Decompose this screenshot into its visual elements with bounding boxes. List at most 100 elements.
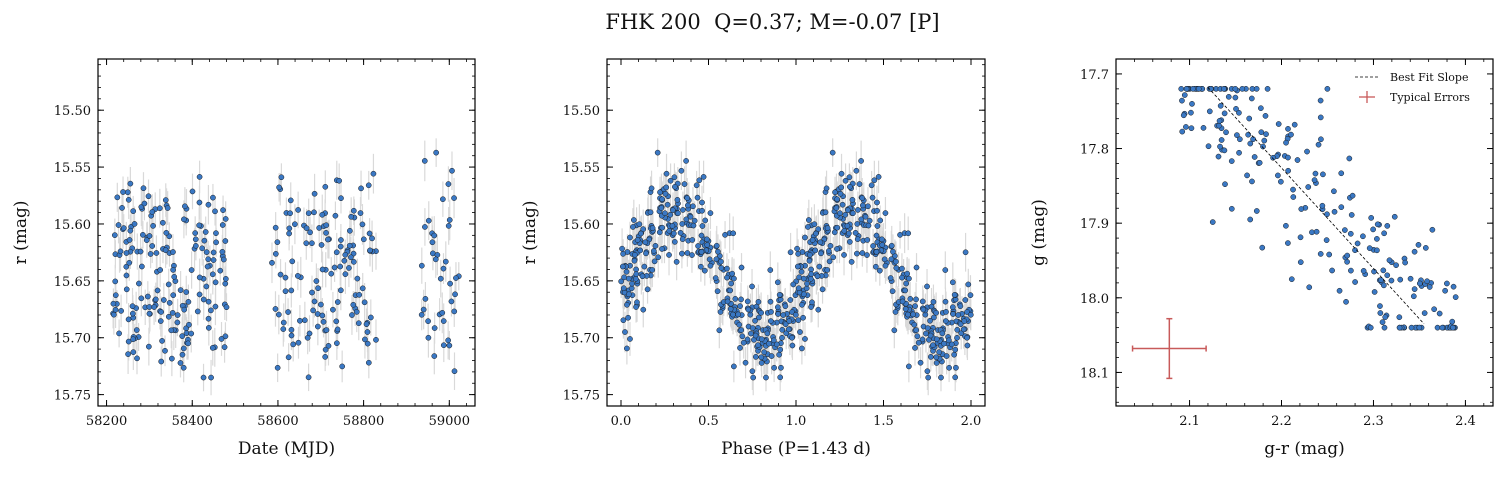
panel2-data-point	[927, 354, 934, 360]
panel2-data-point	[654, 149, 661, 156]
panel1-data-point	[160, 219, 166, 226]
panel1-data-point	[117, 248, 124, 255]
panel1-data-point	[350, 301, 357, 308]
panel1-data-point	[433, 149, 440, 156]
panel2-data-point	[651, 248, 657, 254]
panel2-data-point	[838, 170, 845, 177]
panel1-data-point	[451, 195, 457, 201]
panel1-data-point	[323, 230, 329, 236]
panel2-data-point	[700, 174, 707, 180]
panel2-data-point	[738, 296, 744, 303]
panel2-data-point	[740, 339, 747, 346]
panel1-data-point	[133, 327, 140, 333]
panel2-data-point	[866, 217, 873, 224]
panel2-data-point	[764, 330, 771, 337]
panel3-data-point	[1249, 178, 1255, 185]
panel1-data-point	[217, 267, 224, 274]
panel2-data-point	[859, 195, 866, 201]
panel3-data-point	[1246, 115, 1253, 122]
panel1-data-point	[220, 207, 226, 213]
panel2-axes: 0.0 0.5 1.0 1.5 2.0 15.50 15.55 15.60 15.65 15.70…	[520, 58, 986, 459]
panel1-data-point	[185, 299, 192, 305]
panel2-data-point	[962, 249, 969, 256]
panel3-data-point	[1260, 143, 1266, 150]
panel2-data-point	[628, 285, 635, 292]
panel1-data-point	[149, 209, 156, 215]
panel1-y-tick-label: 15.60	[54, 218, 91, 233]
panel3-data-point	[1393, 262, 1399, 269]
panel2-data-point	[849, 196, 856, 203]
panel3-legend-entry: Best Fit Slope	[1390, 71, 1468, 84]
panel2-data-point	[679, 221, 686, 227]
panel1-data-point	[120, 225, 127, 231]
panel3-data-point	[1297, 234, 1304, 241]
panel2-data-point	[905, 230, 912, 237]
panel2-data-point	[774, 304, 781, 311]
panel1-data-point	[164, 205, 171, 211]
panel2-data-point	[830, 254, 837, 261]
panel1-data-point	[149, 243, 156, 249]
panel2-data-point	[902, 306, 909, 312]
panel1-data-point	[295, 339, 302, 346]
panel3-data-point	[1217, 102, 1224, 109]
panel1-data-point	[425, 217, 432, 224]
panel1-data-point	[310, 307, 316, 314]
panel1-data-point	[129, 303, 136, 310]
panel2-data-point	[877, 217, 884, 224]
panel1-data-point	[162, 347, 168, 354]
panel2-data-point	[632, 276, 639, 282]
panel3-data-point	[1304, 148, 1310, 155]
panel2-data-point	[919, 298, 926, 305]
panel2-data-point	[942, 267, 949, 273]
panel2-data-point	[834, 224, 841, 231]
panel1-data-point	[169, 355, 175, 362]
panel1-data-point	[205, 325, 212, 331]
panel3-data-point	[1421, 310, 1428, 316]
panel1-data-point	[205, 315, 212, 322]
panel2-data-point	[678, 167, 685, 174]
panel2-data-point	[854, 250, 860, 257]
panel1-data-point	[333, 318, 340, 325]
panel2-data-point	[761, 349, 768, 355]
panel2-data-point	[951, 351, 958, 358]
panel3-data-point	[1347, 230, 1354, 237]
panel2-data-point	[899, 274, 905, 281]
panel2-data-point	[914, 333, 921, 340]
panel1-data-point	[334, 299, 341, 305]
panel3-data-point	[1449, 318, 1456, 325]
panel1-data-point	[208, 307, 214, 314]
panel1-data-point	[290, 341, 297, 348]
panel2-data-point	[799, 301, 805, 308]
panel1-data-point	[201, 237, 208, 244]
panel2-data-point	[925, 374, 932, 381]
panel3-data-point	[1247, 216, 1254, 223]
panel1-data-point	[356, 291, 363, 298]
panel2-data-point	[662, 210, 668, 217]
panel2-data-point	[875, 174, 882, 180]
panel1-data-point	[319, 312, 326, 319]
panel2-data-point	[902, 287, 909, 294]
panel3-data-point	[1189, 101, 1195, 107]
panel3-data-point	[1209, 219, 1216, 225]
panel1-data-point	[194, 308, 201, 315]
panel2-data-point	[964, 309, 970, 315]
panel1-data-point	[213, 239, 219, 246]
panel1-data-point	[158, 358, 165, 365]
panel1-data-point	[145, 343, 152, 350]
panel3-data-point	[1374, 247, 1380, 254]
panel1-data-point	[286, 225, 293, 232]
panel1-points	[110, 138, 462, 396]
panel2-y-tick-label: 15.65	[563, 275, 600, 290]
panel2-data-point	[775, 311, 781, 317]
panel2-data-point	[707, 210, 714, 216]
panel3-data-point	[1382, 314, 1389, 321]
panel1-data-point	[318, 242, 325, 248]
panel2-data-point	[758, 336, 765, 343]
panel2-data-point	[627, 336, 633, 342]
panel1-data-point	[210, 257, 217, 263]
panel2-points	[618, 138, 974, 396]
panel2-data-point	[693, 182, 700, 189]
panel2-data-point	[949, 279, 956, 286]
panel3-data-point	[1290, 186, 1296, 193]
panel3-data-point	[1324, 85, 1331, 92]
